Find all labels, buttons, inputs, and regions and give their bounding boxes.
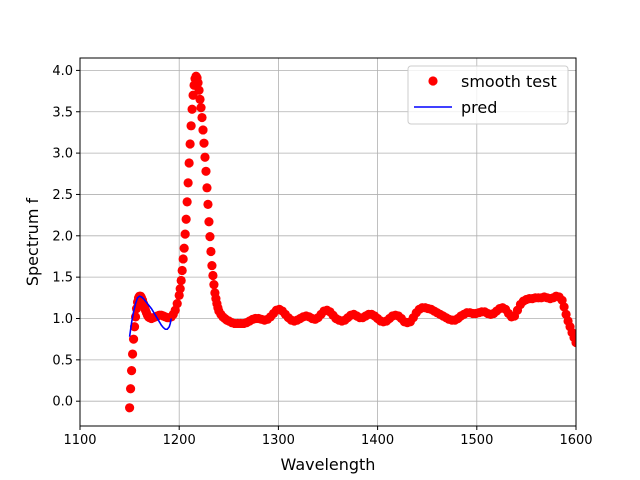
- data-point: [181, 214, 191, 224]
- data-point: [127, 349, 138, 359]
- y-tick-label: 1.0: [52, 312, 73, 327]
- data-point: [179, 243, 189, 253]
- x-axis-label: Wavelength: [281, 455, 376, 474]
- legend: smooth test pred: [407, 65, 569, 125]
- data-point: [129, 322, 140, 332]
- data-point: [201, 166, 211, 176]
- data-point: [199, 138, 209, 148]
- legend-marker-smooth-test: [428, 76, 438, 86]
- data-point: [209, 279, 219, 290]
- y-tick-label: 2.0: [52, 229, 73, 244]
- y-axis-label: Spectrum f: [23, 198, 42, 287]
- data-point: [185, 139, 195, 149]
- data-point: [126, 365, 137, 376]
- data-point: [128, 334, 139, 344]
- data-point: [183, 178, 193, 188]
- legend-label-smooth-test: smooth test: [461, 72, 557, 91]
- x-tick-label: 1100: [63, 433, 96, 448]
- y-tick-label: 3.5: [52, 105, 73, 120]
- plot-frame: [79, 57, 577, 427]
- data-point: [198, 125, 208, 135]
- data-point: [571, 337, 576, 348]
- x-tick-label: 1400: [361, 433, 394, 448]
- data-point: [186, 121, 196, 131]
- data-point: [176, 275, 186, 286]
- data-point: [559, 302, 569, 312]
- pred-line: [128, 295, 173, 337]
- data-point: [180, 229, 190, 239]
- data-point: [187, 104, 197, 114]
- data-point: [193, 78, 203, 88]
- data-point: [202, 183, 212, 193]
- x-tick-label: 1500: [460, 433, 493, 448]
- data-point: [184, 158, 194, 168]
- data-point: [196, 103, 206, 113]
- data-point: [172, 299, 182, 309]
- data-point: [125, 384, 136, 394]
- series-layer: [125, 71, 576, 413]
- data-point: [182, 197, 192, 207]
- legend-box: [407, 65, 569, 125]
- data-point: [203, 199, 213, 209]
- data-point: [177, 265, 187, 276]
- data-point: [194, 85, 204, 95]
- data-point: [175, 284, 185, 294]
- y-tick-label: 2.5: [52, 188, 73, 203]
- x-tick-label: 1200: [163, 433, 196, 448]
- data-point: [208, 270, 218, 281]
- x-tick-label: 1600: [559, 433, 592, 448]
- data-point: [178, 254, 188, 264]
- data-point: [207, 260, 217, 271]
- data-point: [125, 403, 135, 413]
- y-tick-label: 4.0: [52, 64, 73, 79]
- y-tick-label: 3.0: [52, 147, 73, 162]
- data-point: [200, 152, 210, 162]
- data-point: [206, 246, 216, 257]
- data-point: [195, 94, 205, 104]
- data-point: [197, 112, 207, 123]
- legend-label-pred: pred: [461, 98, 497, 117]
- y-tick-label: 0.0: [52, 395, 73, 410]
- x-tick-label: 1300: [262, 433, 295, 448]
- y-tick-label: 0.5: [52, 353, 73, 368]
- data-point: [205, 232, 215, 242]
- y-tick-label: 1.5: [52, 271, 73, 286]
- data-point: [204, 217, 214, 227]
- ticks: 1100 1200 1300 1400 1500 1600 0.0 0.5 1.0 1.5 2.0 2…: [52, 64, 592, 448]
